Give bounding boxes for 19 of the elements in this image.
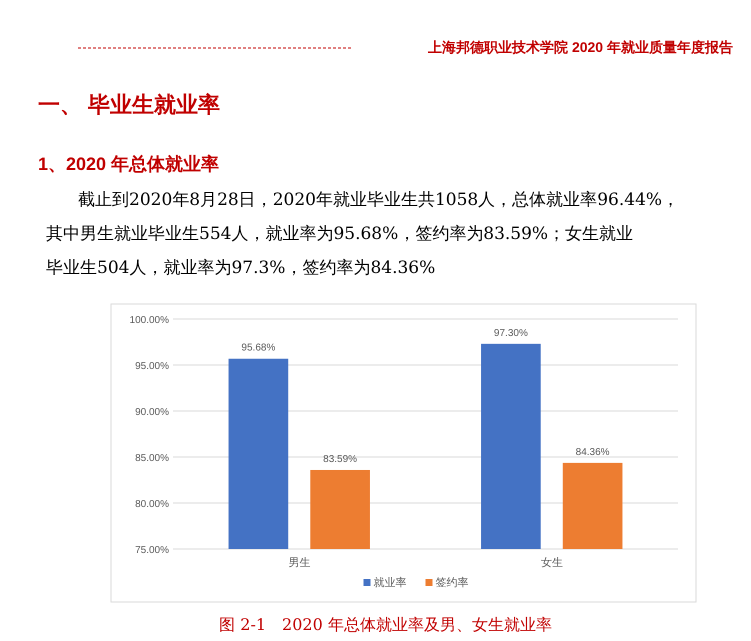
y-tick-label: 75.00% bbox=[135, 545, 170, 556]
data-label: 83.59% bbox=[323, 454, 358, 465]
x-tick-label: 女生 bbox=[540, 556, 563, 569]
caption: 图 2-1 2020 年总体就业率及男、女生就业率 bbox=[219, 615, 552, 634]
legend-label: 就业率 bbox=[374, 576, 406, 589]
y-tick-label: 80.00% bbox=[135, 499, 170, 510]
chart-subtitle: 1、2020 年总体就业率 bbox=[38, 154, 220, 174]
y-tick-label: 90.00% bbox=[135, 407, 170, 418]
data-label: 95.68% bbox=[241, 342, 276, 354]
chart-title: 一、 毕业生就业率 bbox=[38, 92, 220, 117]
y-tick-label: 95.00% bbox=[135, 361, 170, 372]
data-label: 84.36% bbox=[576, 446, 610, 458]
data-label: 97.30% bbox=[494, 328, 528, 339]
x-tick-label: 男生 bbox=[288, 556, 310, 569]
y-tick-label: 85.00% bbox=[135, 453, 170, 464]
text: 截止到2020年8月28日，2020年就业毕业生共1058人，总体就业率96.44%，其中男生就业毕业生554人，就业率为95.68%，签约率为83.59%；女生就业毕业生504人，就业率为97.3%，签约率为84.36% bbox=[46, 190, 680, 278]
y-tick-label: 100.00% bbox=[130, 315, 170, 326]
text: 上海邦德职业技术学院 2020 年就业质量年度报告 bbox=[427, 39, 733, 55]
legend-label: 签约率 bbox=[436, 576, 468, 589]
